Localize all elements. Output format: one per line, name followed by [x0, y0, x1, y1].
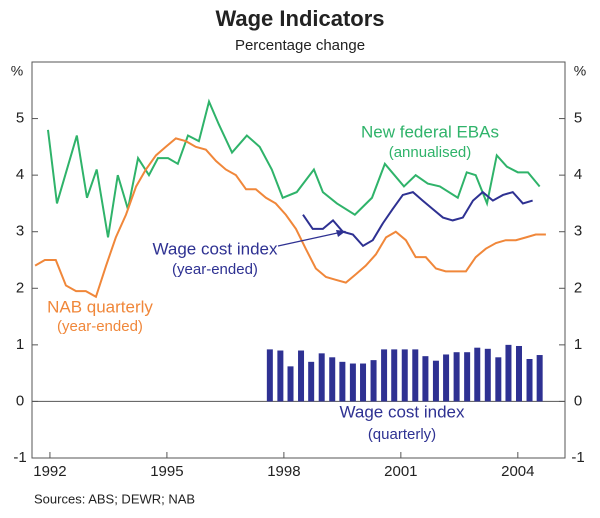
x-tick-label: 2001 [384, 463, 417, 480]
y2-tick-label: -1 [571, 449, 584, 466]
line [302, 190, 533, 248]
y2-axis-label: % [574, 63, 586, 79]
chart-title: Wage Indicators [215, 6, 384, 31]
line [46, 98, 541, 238]
y2-tick-label: 1 [574, 336, 582, 353]
bar [453, 352, 460, 402]
bar [484, 348, 491, 402]
bar [412, 349, 419, 402]
bar [360, 363, 367, 402]
bar [474, 347, 481, 402]
bar [422, 356, 429, 402]
bar [526, 359, 533, 402]
y-tick-label: 3 [16, 223, 24, 240]
source: Sources: ABS; DEWR; NAB [34, 491, 195, 506]
bar [308, 361, 315, 402]
chart-subtitle: Percentage change [235, 37, 365, 54]
y-tick-label: 0 [16, 392, 24, 409]
arrow-head [336, 230, 346, 237]
x-tick-label: 2004 [501, 463, 534, 480]
y2-tick-label: 3 [574, 223, 582, 240]
bar [329, 357, 336, 402]
series-note: (year-ended) [57, 318, 143, 335]
x-tick-label: 1998 [267, 463, 300, 480]
bar [464, 352, 471, 402]
series-note: (year-ended) [172, 261, 258, 278]
y2-tick-label: 5 [574, 110, 582, 127]
bar [443, 354, 450, 402]
bar [277, 350, 284, 402]
series-label: New federal EBAs [361, 122, 499, 141]
bar [536, 355, 543, 402]
y2-tick-label: 0 [574, 392, 582, 409]
y-axis-label: % [11, 63, 23, 79]
series-label: Wage cost index [152, 239, 278, 258]
x-tick-label: 1995 [150, 463, 183, 480]
series-note: (annualised) [389, 144, 472, 161]
bar [318, 353, 325, 402]
x-tick-label: 1992 [33, 463, 66, 480]
y-tick-label: 2 [16, 279, 24, 296]
bar [339, 361, 346, 402]
bar [298, 350, 305, 402]
bar [349, 363, 356, 402]
bar [381, 349, 388, 402]
y2-tick-label: 4 [574, 166, 582, 183]
series-label: NAB quarterly [47, 297, 153, 316]
bar [266, 349, 273, 402]
bar [391, 349, 398, 402]
bar [432, 360, 439, 402]
line [34, 137, 546, 299]
bar [287, 366, 294, 402]
series-note: (quarterly) [368, 426, 436, 443]
y-tick-label: 4 [16, 166, 24, 183]
y-tick-label: 5 [16, 110, 24, 127]
y-tick-label: 1 [16, 336, 24, 353]
arrow [277, 231, 343, 247]
bar [370, 360, 377, 402]
y-tick-label: -1 [13, 449, 26, 466]
bar [515, 345, 522, 402]
bar [401, 349, 408, 402]
y2-tick-label: 2 [574, 279, 582, 296]
bar [495, 357, 502, 402]
bar [505, 344, 512, 402]
series-label: Wage cost index [339, 402, 465, 421]
